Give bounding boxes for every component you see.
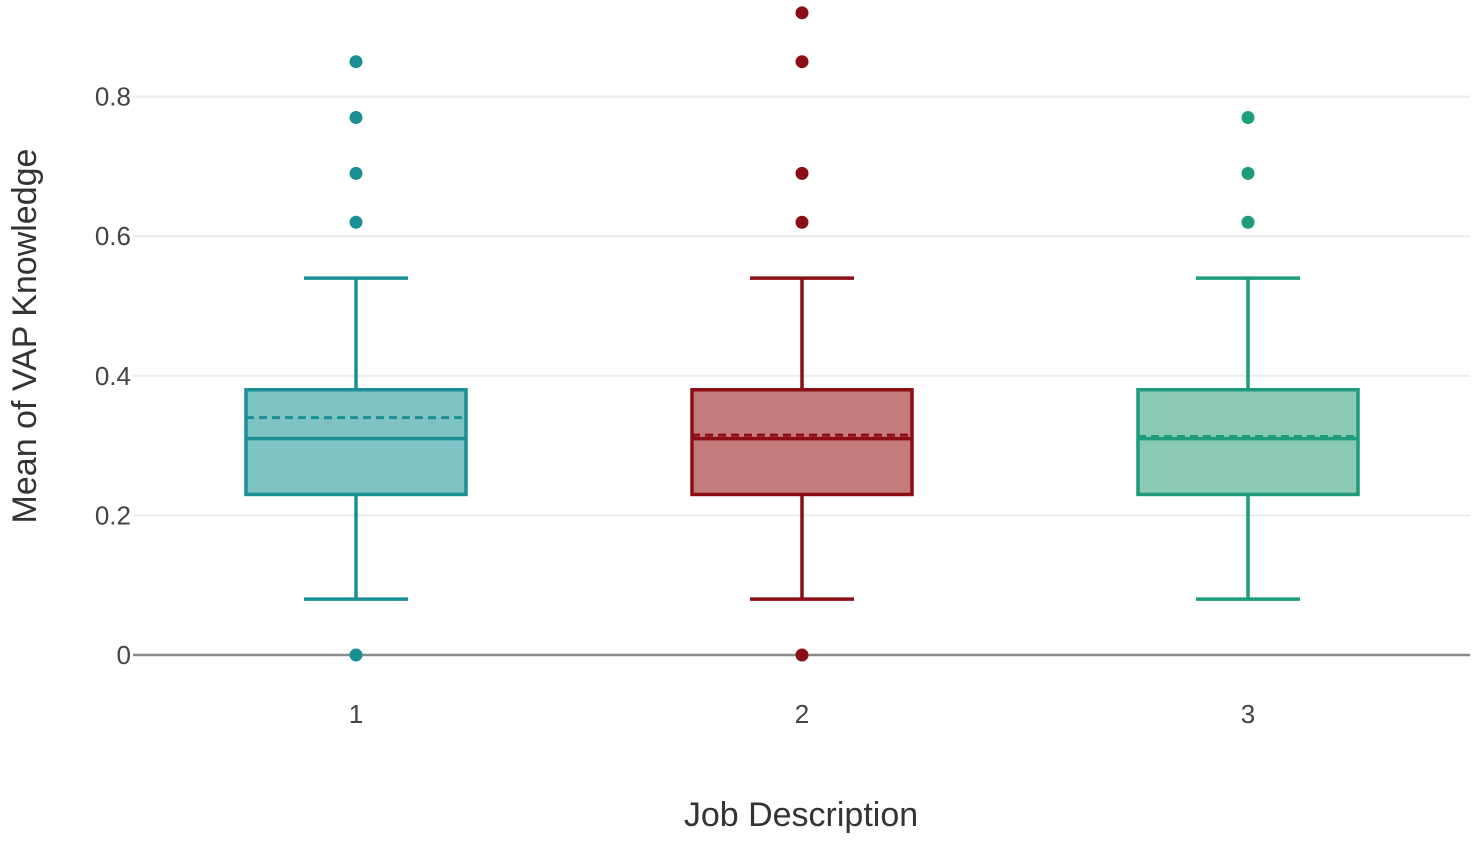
outlier-point [349,215,363,229]
outlier-point [795,648,809,662]
outlier-point [349,648,363,662]
y-tick-label: 0.6 [95,221,131,251]
boxes [244,6,1360,662]
y-tick-label: 0.8 [95,82,131,112]
outlier-point [349,55,363,69]
box-group-3 [1136,111,1360,601]
x-axis-title: Job Description [684,796,918,834]
outlier-point [349,166,363,180]
iqr-box [1136,388,1360,497]
outlier-point [349,111,363,125]
y-axis-title: Mean of VAP Knowledge [6,149,44,524]
iqr-box [244,388,468,497]
outlier-point [1241,111,1255,125]
iqr-box [690,388,914,497]
outlier-point [1241,166,1255,180]
outlier-point [795,6,809,20]
y-tick-label: 0.2 [95,500,131,530]
box-group-1 [244,55,468,662]
y-tick-label: 0.4 [95,361,131,391]
outlier-point [1241,215,1255,229]
x-tick-label: 2 [795,699,809,729]
outlier-point [795,55,809,69]
y-tick-label: 0 [117,640,131,670]
x-tick-label: 1 [349,699,363,729]
y-axis-ticks: 0 0.2 0.4 0.6 0.8 [95,82,131,670]
x-tick-label: 3 [1241,699,1255,729]
outlier-point [795,166,809,180]
outlier-point [795,215,809,229]
x-axis-ticks: 1 2 3 [349,699,1255,729]
box-group-2 [690,6,914,662]
